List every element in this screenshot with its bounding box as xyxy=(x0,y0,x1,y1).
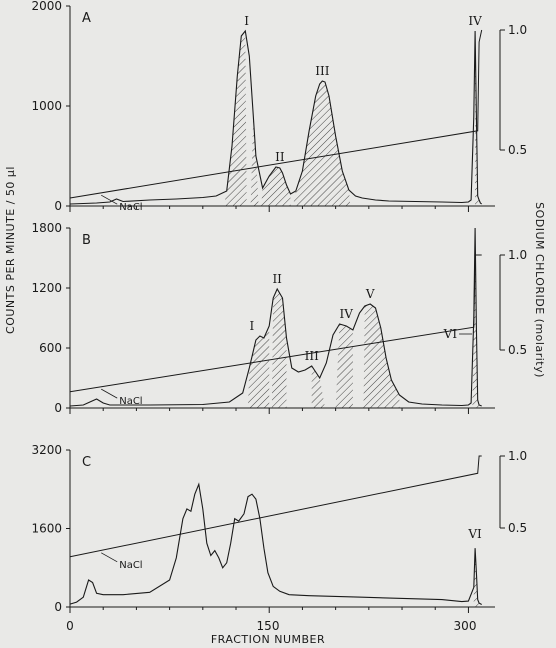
panel-a-y-tick-label-1000: 1000 xyxy=(31,99,62,113)
panel-c-y-tick-label-0: 0 xyxy=(54,600,62,614)
panel-a-peak-label-i: I xyxy=(244,14,249,28)
panel-b-peak-label-ii: II xyxy=(272,272,282,286)
panel-c-letter: C xyxy=(82,455,91,470)
panel-b-y-tick-label-600: 600 xyxy=(39,341,62,355)
panel-a-nacl-label: NaCl xyxy=(119,202,142,213)
panel-b-hatched-fraction-2 xyxy=(271,289,287,408)
panel-c: 0 1600 3200 1.0 0.5 NaCl C VI xyxy=(31,443,527,614)
panel-a-y-tick-label-2000: 2000 xyxy=(31,0,62,13)
panel-b-peak-label-i: I xyxy=(250,319,255,333)
panel-a-peak-label-ii: II xyxy=(275,150,285,164)
panel-b-peak-label-v: V xyxy=(365,287,375,301)
panel-a-nacl-pointer xyxy=(101,194,118,205)
panel-b-cpm-line xyxy=(69,227,482,407)
panel-c-y2-tick-label-0.5: 0.5 xyxy=(508,521,527,535)
panel-b-y-tick-label-1200: 1200 xyxy=(31,281,62,295)
panel-c-peak-label-vi: VI xyxy=(467,527,482,541)
panel-b-y-tick-label-0: 0 xyxy=(54,401,62,415)
panel-b-nacl-line xyxy=(69,254,482,393)
panel-c-y-tick-label-3200: 3200 xyxy=(31,443,62,457)
panel-b-hatched-fraction-5 xyxy=(363,304,400,408)
panel-b-hatched-fraction-4 xyxy=(335,324,353,408)
panel-a-y2-tick-label-0.5: 0.5 xyxy=(508,143,527,157)
panel-a-hatched-fraction-4 xyxy=(293,81,351,206)
panel-a-y-tick-label-0: 0 xyxy=(54,199,62,213)
panel-b-letter: B xyxy=(82,233,91,248)
panel-b-y-tick-label-1800: 1800 xyxy=(31,221,62,235)
panel-c-y2-tick-label-1.0: 1.0 xyxy=(508,449,527,463)
panel-c-nacl-pointer xyxy=(101,552,118,563)
panel-a-hatched-fraction-5 xyxy=(475,31,480,206)
panel-b-y2-tick-label-1.0: 1.0 xyxy=(508,248,527,262)
panel-a-y2-tick-label-1.0: 1.0 xyxy=(508,23,527,37)
y-axis-title: COUNTS PER MINUTE / 50 µl xyxy=(4,166,17,334)
x-tick-label-300: 300 xyxy=(454,619,477,633)
panel-a-peak-label-iv: IV xyxy=(468,14,482,28)
x-axis-title: FRACTION NUMBER xyxy=(211,633,325,646)
panel-c-nacl-line xyxy=(69,455,482,558)
panel-a-nacl-line xyxy=(69,29,483,199)
panel-c-y-tick-label-1600: 1600 xyxy=(31,522,62,536)
panel-b-peak-label-iv: IV xyxy=(340,307,354,321)
panel-b-nacl-pointer xyxy=(101,388,118,399)
panel-a-hatched-fraction-3 xyxy=(261,167,291,206)
panel-b-peak-label-vi: VI xyxy=(443,327,458,341)
x-tick-label-150: 150 xyxy=(257,619,280,633)
panel-b-hatched-fraction-3 xyxy=(311,366,325,408)
panel-a-hatched-fraction-2 xyxy=(250,116,259,206)
panel-a-hatched-fraction-1 xyxy=(224,31,247,206)
panel-b-nacl-label: NaCl xyxy=(119,396,142,407)
panel-c-nacl-label: NaCl xyxy=(119,560,142,571)
panel-b-hatched-fraction-1 xyxy=(247,326,270,408)
panel-a-peak-label-iii: III xyxy=(315,64,329,78)
right-axis-title: SODIUM CHLORIDE (molarity) xyxy=(533,202,546,378)
panel-b-y2-tick-label-0.5: 0.5 xyxy=(508,343,527,357)
panel-a-cpm-line xyxy=(69,29,483,205)
panel-b-peak-label-iii: III xyxy=(305,349,319,363)
panel-a-letter: A xyxy=(82,11,91,26)
panel-c-cpm-line xyxy=(69,482,482,605)
x-tick-label-0: 0 xyxy=(66,619,74,633)
